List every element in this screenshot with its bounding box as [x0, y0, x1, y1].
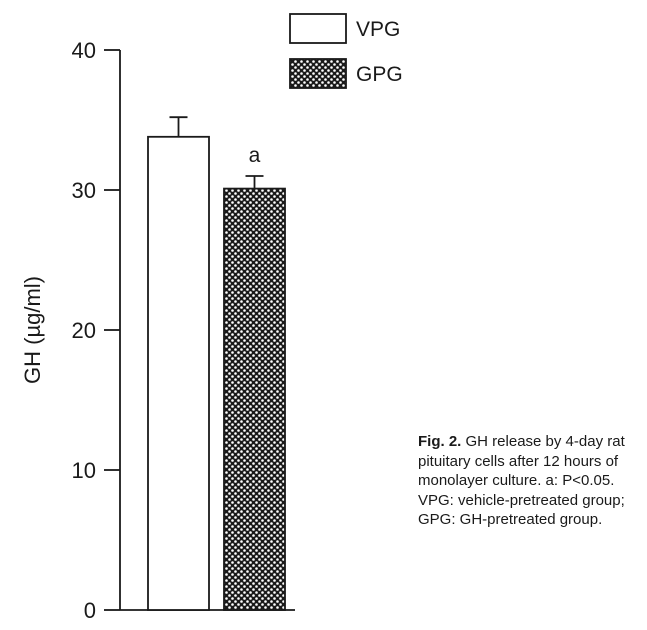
y-tick-label: 0	[84, 598, 96, 623]
figure-caption: Fig. 2. GH release by 4-day rat pituitar…	[418, 432, 644, 530]
significance-label: a	[249, 144, 261, 167]
figure-caption-text: GH release by 4-day rat pituitary cells …	[418, 433, 625, 528]
legend-swatch-vpg	[289, 13, 347, 44]
legend-swatch-gpg	[289, 58, 347, 89]
bars: a	[147, 116, 286, 611]
y-tick-label: 20	[72, 318, 96, 343]
bar-vpg	[147, 135, 210, 611]
bar-gpg	[223, 187, 286, 611]
y-axis-title: GH (µg/ml)	[20, 276, 45, 384]
y-tick-label: 40	[72, 38, 96, 63]
legend-label-gpg: GPG	[356, 63, 403, 86]
y-tick-label: 10	[72, 458, 96, 483]
legend: VPG GPG	[289, 13, 403, 89]
y-axis: 0 10 20 30 40	[72, 38, 295, 623]
y-tick-label: 30	[72, 178, 96, 203]
legend-label-vpg: VPG	[356, 18, 400, 41]
figure-label: Fig. 2.	[418, 433, 462, 450]
